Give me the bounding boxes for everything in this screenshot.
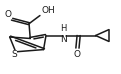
Text: H: H — [60, 24, 67, 33]
Text: O: O — [4, 9, 11, 18]
Text: O: O — [74, 50, 81, 59]
Text: OH: OH — [41, 6, 55, 15]
Text: S: S — [12, 50, 17, 59]
Text: N: N — [60, 35, 67, 44]
